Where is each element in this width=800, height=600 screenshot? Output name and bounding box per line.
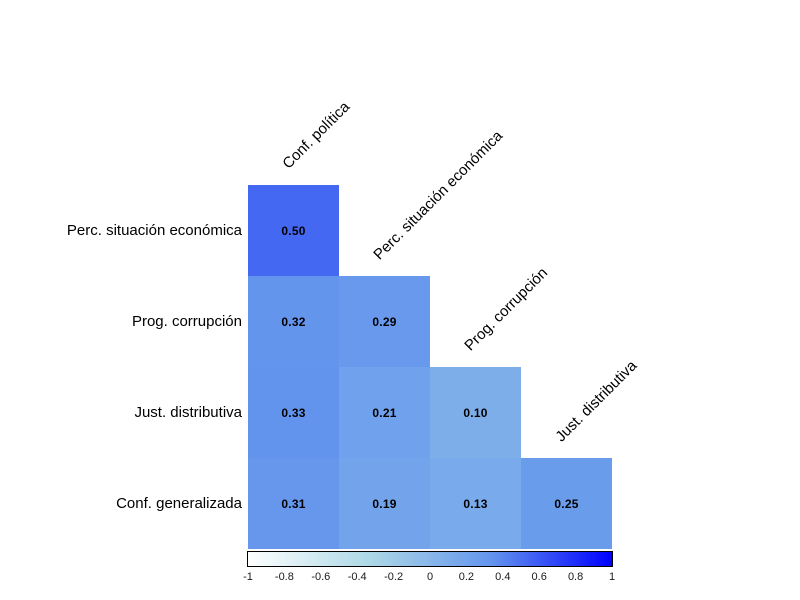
heatmap-cell: 0.21 (339, 367, 430, 458)
colorbar-tick-label: 0.8 (567, 571, 584, 583)
heatmap-cell: 0.32 (248, 276, 339, 367)
colorbar-tick-label: -1 (243, 571, 253, 583)
colorbar-tick-label: -0.6 (311, 571, 331, 583)
row-label: Just. distributiva (134, 403, 242, 421)
cell-value: 0.31 (281, 496, 306, 511)
cell-value: 0.50 (281, 223, 306, 238)
row-label: Conf. generalizada (116, 494, 242, 512)
heatmap-cell: 0.25 (521, 458, 612, 549)
colorbar-tick-label: -0.4 (347, 571, 367, 583)
cell-value: 0.25 (554, 496, 579, 511)
colorbar (247, 551, 613, 567)
colorbar-tick-label: -0.8 (274, 571, 294, 583)
cell-value: 0.32 (281, 314, 306, 329)
cell-value: 0.13 (463, 496, 488, 511)
colorbar-tick-label: -0.2 (384, 571, 404, 583)
cell-value: 0.21 (372, 405, 397, 420)
column-label: Conf. política (278, 98, 353, 173)
column-label: Perc. situación económica (369, 127, 506, 264)
cell-value: 0.10 (463, 405, 488, 420)
heatmap-cell: 0.50 (248, 185, 339, 276)
colorbar-tick-label: 0 (426, 571, 434, 583)
cell-value: 0.19 (372, 496, 397, 511)
heatmap-cell: 0.13 (430, 458, 521, 549)
colorbar-tick-label: 0.6 (531, 571, 547, 583)
cell-value: 0.33 (281, 405, 306, 420)
heatmap-cell: 0.19 (339, 458, 430, 549)
heatmap-cell: 0.33 (248, 367, 339, 458)
heatmap-cell: 0.29 (339, 276, 430, 367)
heatmap-cell: 0.10 (430, 367, 521, 458)
column-label: Prog. corrupción (460, 264, 551, 355)
column-label: Just. distributiva (551, 357, 640, 446)
heatmap-cell: 0.31 (248, 458, 339, 549)
cell-value: 0.29 (372, 314, 397, 329)
colorbar-tick-label: 0.2 (458, 571, 475, 583)
row-label: Prog. corrupción (131, 312, 242, 330)
colorbar-tick-label: 0.4 (495, 571, 511, 583)
colorbar-tick-label: 1 (608, 571, 616, 583)
row-label: Perc. situación económica (66, 221, 242, 239)
